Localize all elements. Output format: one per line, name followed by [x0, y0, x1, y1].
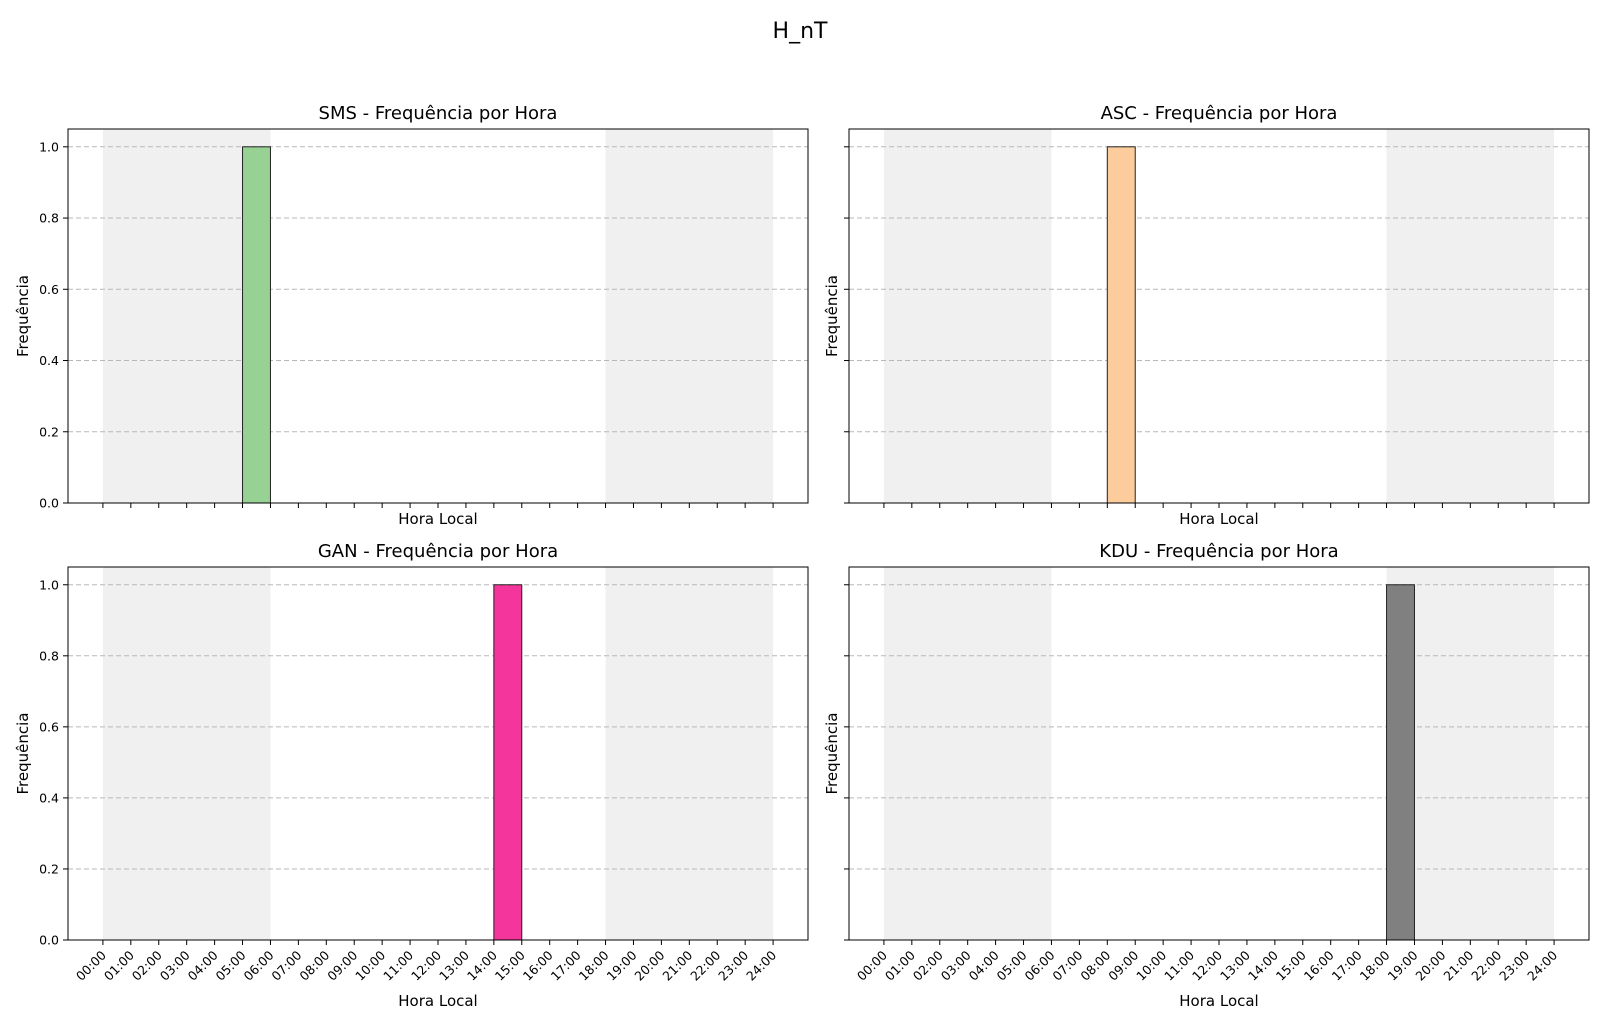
y-axis-label: Frequência — [823, 713, 841, 795]
x-tick-label: 12:00 — [408, 947, 444, 983]
y-tick-label: 0.2 — [39, 861, 59, 876]
panel-title: GAN - Frequência por Hora — [318, 541, 558, 562]
x-tick-label: 07:00 — [1049, 947, 1085, 983]
x-tick-label: 05:00 — [994, 947, 1030, 983]
night-shade — [605, 567, 774, 940]
x-tick-label: 10:00 — [352, 947, 388, 983]
bar-hour-18 — [1386, 584, 1415, 941]
x-tick-label: 17:00 — [1329, 947, 1365, 983]
x-axis-label: Hora Local — [398, 992, 477, 1010]
panel-title: KDU - Frequência por Hora — [1099, 541, 1338, 562]
night-shade — [102, 567, 271, 940]
y-tick-label: 0.4 — [39, 353, 59, 368]
x-tick-label: 19:00 — [604, 947, 640, 983]
x-tick-label: 16:00 — [1301, 947, 1337, 983]
x-tick-label: 01:00 — [101, 947, 137, 983]
x-tick-label: 10:00 — [1133, 947, 1169, 983]
x-tick-label: 20:00 — [631, 947, 667, 983]
panel-title: ASC - Frequência por Hora — [1101, 103, 1338, 124]
y-tick-label: 0.6 — [39, 282, 59, 297]
x-tick-label: 11:00 — [380, 947, 416, 983]
panel-title: SMS - Frequência por Hora — [319, 103, 558, 124]
panel-0: 0.0 0.2 0.4 0.6 0.8 1.0 SMS - Frequência por H… — [14, 103, 809, 528]
figure-title: H_nT — [773, 19, 828, 44]
night-shade — [883, 129, 1052, 503]
x-tick-label: 12:00 — [1189, 947, 1225, 983]
x-tick-label: 02:00 — [129, 947, 165, 983]
x-tick-label: 09:00 — [1105, 947, 1141, 983]
x-tick-label: 03:00 — [157, 947, 193, 983]
x-tick-label: 22:00 — [1468, 947, 1504, 983]
x-axis-label: Hora Local — [1179, 510, 1258, 528]
x-tick-label: 05:00 — [213, 947, 249, 983]
y-tick-label: 0.6 — [39, 719, 59, 734]
x-tick-label: 24:00 — [1524, 947, 1560, 983]
x-tick-label: 14:00 — [1245, 947, 1281, 983]
x-tick-label: 00:00 — [73, 947, 109, 983]
x-tick-label: 21:00 — [659, 947, 695, 983]
y-tick-label: 0.0 — [39, 496, 59, 511]
y-tick-label: 1.0 — [39, 577, 59, 592]
x-tick-label: 08:00 — [1077, 947, 1113, 983]
x-tick-label: 09:00 — [324, 947, 360, 983]
y-tick-label: 0.0 — [39, 933, 59, 948]
y-axis-label: Frequência — [14, 713, 32, 795]
x-tick-label: 11:00 — [1161, 947, 1197, 983]
x-tick-label: 15:00 — [1273, 947, 1309, 983]
bar-hour-5 — [242, 146, 271, 504]
x-tick-label: 03:00 — [938, 947, 974, 983]
x-tick-label: 18:00 — [576, 947, 612, 983]
night-shade — [1386, 129, 1555, 503]
x-tick-label: 07:00 — [268, 947, 304, 983]
y-axis-label: Frequência — [14, 275, 32, 357]
y-tick-label: 1.0 — [39, 139, 59, 154]
x-tick-label: 22:00 — [687, 947, 723, 983]
y-tick-label: 0.8 — [39, 648, 59, 663]
panel-3: 00:0001:0002:0003:0004:0005:0006:0007:00… — [823, 541, 1590, 1010]
x-tick-label: 13:00 — [436, 947, 472, 983]
x-tick-label: 18:00 — [1357, 947, 1393, 983]
x-tick-label: 23:00 — [715, 947, 751, 983]
x-axis-label: Hora Local — [398, 510, 477, 528]
night-shade — [605, 129, 774, 503]
x-tick-label: 01:00 — [882, 947, 918, 983]
panel-1: ASC - Frequência por Hora Hora Local Frequ… — [823, 103, 1590, 528]
x-tick-label: 23:00 — [1496, 947, 1532, 983]
x-tick-label: 19:00 — [1385, 947, 1421, 983]
bar-hour-14 — [493, 584, 523, 941]
x-tick-label: 06:00 — [240, 947, 276, 983]
x-tick-label: 13:00 — [1217, 947, 1253, 983]
x-tick-label: 04:00 — [966, 947, 1002, 983]
panel-2: 0.0 0.2 0.4 0.6 0.8 1.0 00:0001:0002:0003:0004… — [14, 541, 809, 1010]
chart-panels: 0.0 0.2 0.4 0.6 0.8 1.0 SMS - Frequência por H… — [14, 103, 1590, 1010]
x-axis-label: Hora Local — [1179, 992, 1258, 1010]
x-tick-label: 06:00 — [1021, 947, 1057, 983]
night-shade — [883, 567, 1052, 940]
x-tick-label: 24:00 — [743, 947, 779, 983]
x-tick-label: 21:00 — [1440, 947, 1476, 983]
x-tick-label: 17:00 — [548, 947, 584, 983]
x-tick-label: 15:00 — [492, 947, 528, 983]
y-axis-label: Frequência — [823, 275, 841, 357]
bar-hour-8 — [1106, 146, 1136, 504]
x-tick-label: 00:00 — [854, 947, 890, 983]
x-tick-label: 04:00 — [185, 947, 221, 983]
x-tick-label: 20:00 — [1412, 947, 1448, 983]
y-tick-label: 0.2 — [39, 424, 59, 439]
x-tick-label: 14:00 — [464, 947, 500, 983]
x-tick-label: 16:00 — [520, 947, 556, 983]
y-tick-label: 0.8 — [39, 211, 59, 226]
x-tick-label: 02:00 — [910, 947, 946, 983]
x-tick-label: 08:00 — [296, 947, 332, 983]
y-tick-label: 0.4 — [39, 790, 59, 805]
